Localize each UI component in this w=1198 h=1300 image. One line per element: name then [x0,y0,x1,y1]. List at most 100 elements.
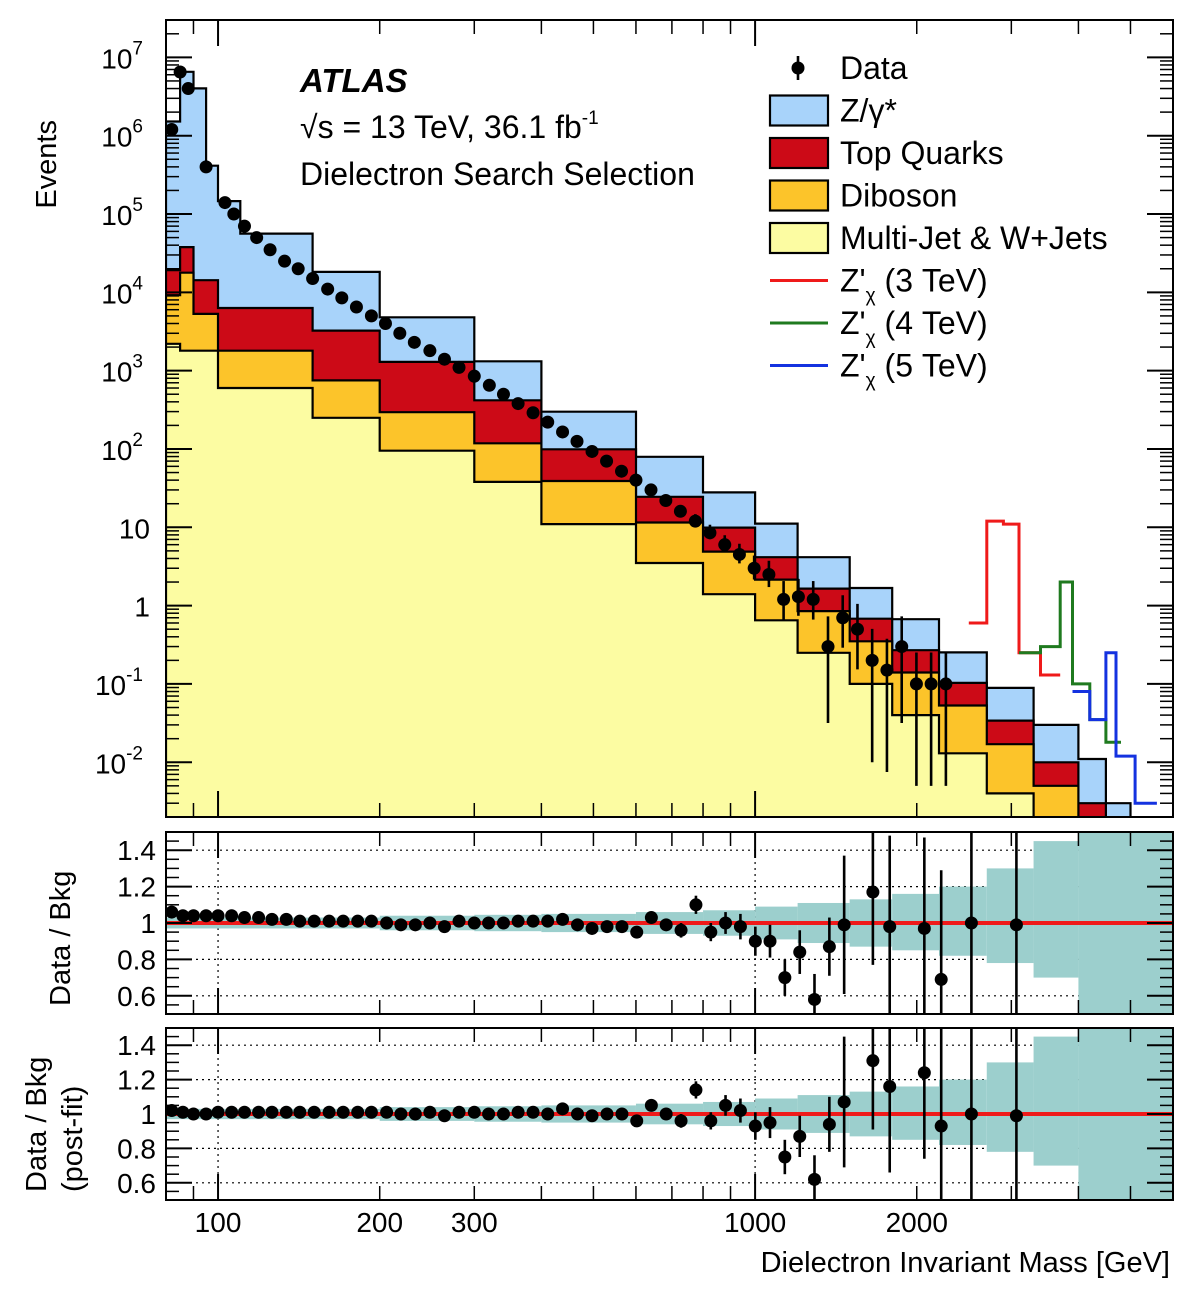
ratio-point [394,918,408,932]
legend-label-subscript: χ [866,328,876,349]
ratio-point [615,920,629,934]
postfit-y-axis: 0.6 0.811.2 1.4 [117,1027,1173,1201]
data-point [496,387,510,401]
signal-line-4tev [1019,580,1121,744]
legend-label: Z'χ (3 TeV) [840,263,988,307]
data-point [482,378,496,392]
data-point [939,677,953,691]
ratio-y-tick-label: 0.6 [117,981,156,1012]
energy-lumi-exponent: -1 [582,108,599,129]
uncertainty-band-segment [986,868,1034,964]
y-tick-exponent: 2 [132,430,143,451]
data-markers [166,65,953,786]
ratio-point [630,925,644,939]
y-tick-base: 10 [101,435,132,466]
data-point [218,196,232,210]
legend-label-main: Diboson [840,178,957,214]
postfit-y-axis-title: Data / Bkg [21,1057,53,1192]
legend-swatch [768,136,830,170]
ratio-points [166,832,1023,1014]
data-point [199,160,213,174]
data-point [467,369,481,383]
data-point [526,406,540,420]
ratio-point [719,1098,733,1112]
ratio-point [279,912,293,926]
data-point [570,434,584,448]
data-point [895,640,909,654]
ratio-point [837,918,851,932]
ratio-point [452,914,466,928]
ratio-point [866,885,880,899]
ratio-y-tick-label: 0.6 [117,1168,156,1199]
ratio-point [237,1105,251,1119]
data-point [600,454,614,468]
ratio-point [674,1114,688,1128]
legend-label-main: Z' [840,263,866,299]
y-tick-exponent: 5 [132,195,143,216]
ratio-point [571,918,585,932]
ratio-point [1009,1109,1023,1123]
ratio-point [511,914,525,928]
ratio-point [733,920,747,934]
ratio-y-tick-label: 1.4 [117,835,156,866]
ratio-point [556,912,570,926]
y-tick-base: 10 [119,513,150,544]
legend-entry: Top Quarks [768,135,1004,171]
y-tick-label: 107 [101,38,143,74]
data-point [659,493,673,507]
ratio-point [600,920,614,934]
ratio-point [408,918,422,932]
data-point [836,611,850,625]
data-point [585,444,599,458]
legend-entry: Diboson [768,178,957,214]
y-tick-label: 10-2 [95,743,143,779]
main-plot-frame [165,19,1174,818]
data-point [166,122,179,136]
data-point [423,344,437,358]
y-tick-exponent: 7 [132,38,143,59]
legend-label-main: Top Quarks [840,135,1004,171]
ratio-point [934,972,948,986]
ratio-point [252,911,266,925]
legend-label-main: Z' [840,305,866,341]
data-point [306,272,320,286]
postfit-x-axis: 100 200 300 1000 2000 [165,1028,1174,1238]
ratio-point [237,911,251,925]
ratio-point [704,1114,718,1128]
legend-label: Multi-Jet & W+Jets [840,220,1108,256]
main-x-ticks [165,20,1174,817]
ratio-point [585,1109,599,1123]
uncertainty-band-segment [986,1062,1034,1152]
ratio-point [541,914,555,928]
ratio-point [541,1107,555,1121]
x-axis-title: Dielectron Invariant Mass [GeV] [761,1247,1170,1279]
legend-label-suffix: (4 TeV) [876,305,988,341]
ratio-point [719,916,733,930]
ratio-point [293,1105,307,1119]
data-point [762,567,776,581]
ratio-point [883,1079,897,1093]
legend-label-subscript: χ [866,371,876,392]
ratio-point [704,925,718,939]
y-tick-base: 10 [101,278,132,309]
ratio-point [793,945,807,959]
data-point [407,335,421,349]
ratio-point [380,1105,394,1119]
ratio-point [322,1105,336,1119]
data-point [541,415,555,429]
ratio-point [482,916,496,930]
ratio-point [199,1107,213,1121]
postfit-ratio-panel: 0.6 0.811.2 1.4 100 200 300 1000 2000 Data / B… [21,1027,1174,1279]
legend-label: Data [840,50,908,86]
x-tick-label: 1000 [724,1207,786,1238]
ratio-point [437,1109,451,1123]
ratio-point [917,921,931,935]
ratio-point [763,934,777,948]
legend-entry: Z'χ (5 TeV) [770,348,988,392]
ratio-point [822,940,836,954]
data-point [452,360,466,374]
ratio-point [526,1105,540,1119]
ratio-point [176,1105,190,1119]
